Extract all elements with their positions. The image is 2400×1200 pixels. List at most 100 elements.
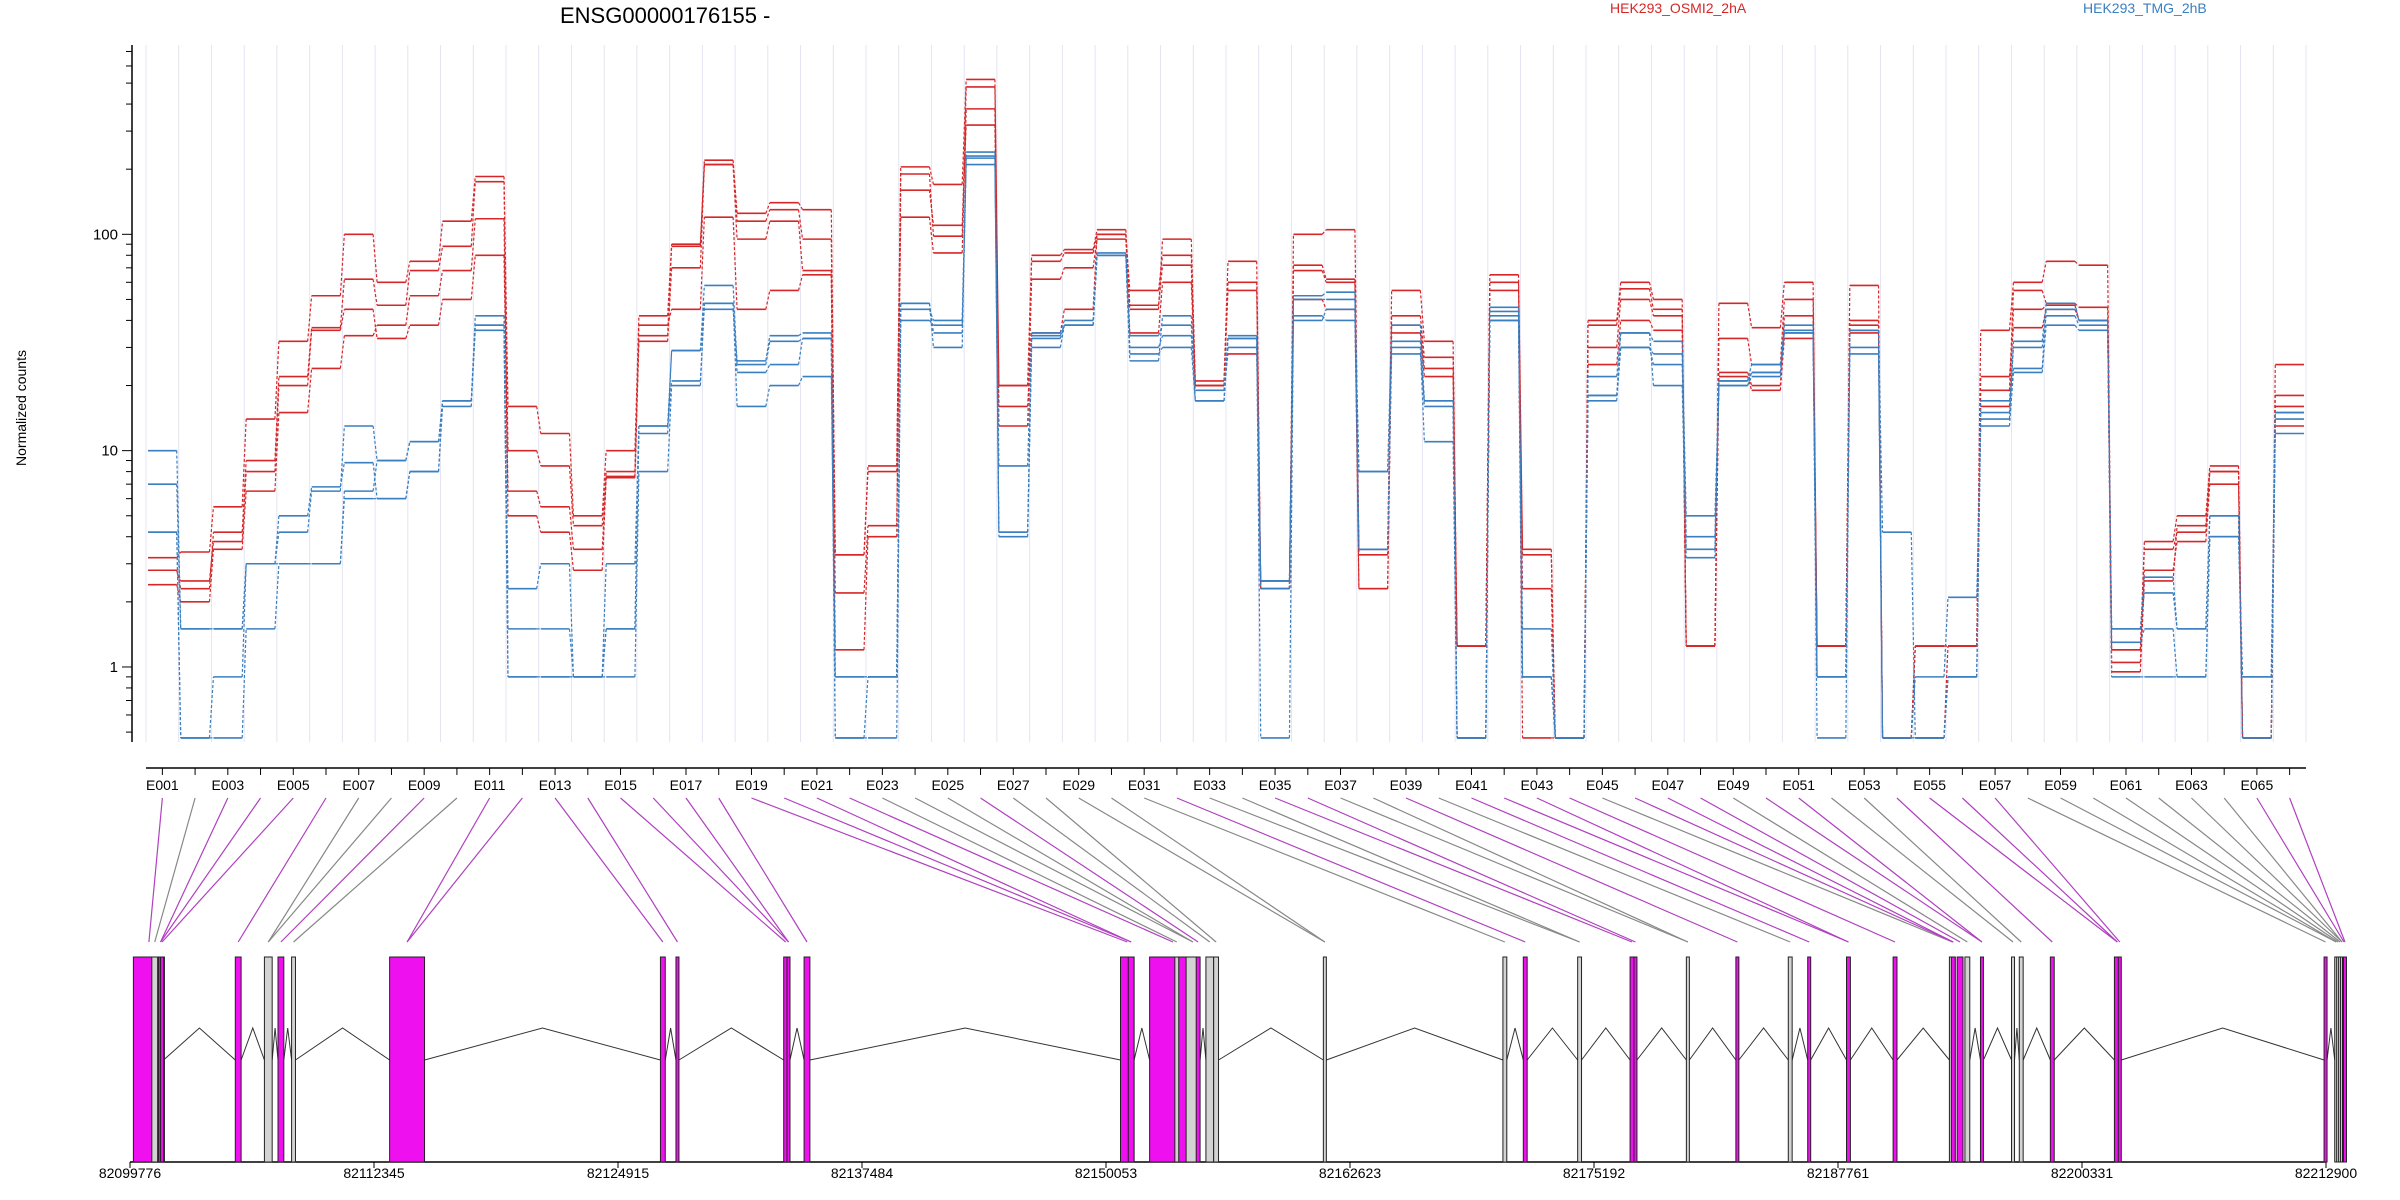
exon-tick-label: E005 <box>277 777 310 793</box>
exon-tick-label: E041 <box>1455 777 1488 793</box>
series-connector <box>339 234 345 296</box>
exon-box <box>1964 956 1971 1163</box>
series-connector <box>1845 347 1851 738</box>
exon-connector-line <box>718 797 808 943</box>
exon-connector-line <box>280 797 425 943</box>
series-connector <box>1910 532 1916 738</box>
genomic-tick-label: 82112345 <box>343 1165 404 1181</box>
series-connector <box>372 460 378 492</box>
exon-connector-line <box>1012 797 1211 943</box>
exon-connector-line <box>751 797 1128 943</box>
series-connector <box>241 563 247 629</box>
series-connector <box>1157 282 1164 333</box>
series-connector <box>1387 325 1393 472</box>
series-connector <box>765 341 771 365</box>
exon-box <box>2011 956 2016 1163</box>
exon-connector-line <box>1373 797 1689 943</box>
series-connector <box>2041 325 2047 373</box>
exon-box <box>151 956 159 1163</box>
series-connector <box>928 166 935 185</box>
intron-line <box>1218 1027 1324 1061</box>
exon-tick-label: E017 <box>670 777 703 793</box>
exon-tick-label: E043 <box>1521 777 1554 793</box>
series-connector <box>470 330 476 401</box>
series-connector <box>1157 315 1164 361</box>
exon-box <box>1322 956 1327 1163</box>
exon-tick-label: E025 <box>931 777 964 793</box>
series-connector <box>2008 372 2015 427</box>
series-connector <box>1550 676 1556 738</box>
exon-box <box>2117 956 2122 1163</box>
intron-line <box>1326 1027 1504 1061</box>
series-connector <box>307 491 313 533</box>
series-connector <box>536 406 542 434</box>
exon-box <box>263 956 273 1163</box>
exon-connector-line <box>1863 797 2022 943</box>
exon-connector-line <box>2289 797 2346 943</box>
series-connector <box>2172 577 2178 629</box>
series-connector <box>797 221 804 271</box>
series-connector <box>667 350 673 427</box>
exon-box <box>234 956 242 1163</box>
series-connector <box>2074 324 2080 331</box>
exon-tick-label: E065 <box>2241 777 2274 793</box>
genomic-tick-label: 82175192 <box>1563 1165 1626 1181</box>
series-connector <box>405 471 411 499</box>
exon-connector-line <box>1667 797 1954 943</box>
series-connector <box>765 364 771 373</box>
series-connector <box>634 315 640 451</box>
intron-line <box>2121 1027 2325 1061</box>
series-connector <box>1059 320 1065 334</box>
legend-label-tmg: HEK293_TMG_2hB <box>2083 0 2207 16</box>
exon-box <box>1956 956 1964 1163</box>
series-connector <box>1157 239 1164 310</box>
series-connector <box>437 400 444 472</box>
series-connector <box>307 327 313 377</box>
series-connector <box>1616 299 1622 348</box>
counts-plot: 1 10 100 E001 E003 E005 E007 E009 E011 E013 E015 E0… <box>93 45 2307 793</box>
exon-tick-label: E039 <box>1390 777 1423 793</box>
exon-connector-line <box>2060 797 2337 943</box>
series-connector <box>372 279 378 306</box>
exon-box <box>1892 956 1898 1163</box>
exon-connector-line <box>161 797 294 943</box>
series-connector <box>1485 315 1491 738</box>
exon-connector-line <box>267 797 392 943</box>
series-connector <box>1845 330 1851 677</box>
intron-line <box>1810 1026 1847 1061</box>
series-connector <box>765 335 771 361</box>
series-connector <box>437 246 444 271</box>
series-connector <box>1943 597 1949 677</box>
series-connector <box>274 341 280 420</box>
exon-connector-line <box>1143 797 1506 943</box>
legend-label-osmi2: HEK293_OSMI2_2hA <box>1610 0 1747 16</box>
series-connector <box>536 490 542 507</box>
series-connector <box>339 335 345 369</box>
series-connector <box>1452 400 1458 738</box>
series-connector <box>1288 295 1295 581</box>
intron-line <box>2326 1027 2336 1061</box>
series-connector <box>1354 292 1360 550</box>
series-connector <box>437 270 444 296</box>
exon-tick-label: E049 <box>1717 777 1750 793</box>
series-connector <box>437 221 444 262</box>
series-connector <box>437 400 444 442</box>
genomic-tick-label: 82200331 <box>2051 1165 2114 1181</box>
series-connector <box>339 309 345 331</box>
exon-tick-label: E027 <box>997 777 1030 793</box>
series-connector <box>176 532 182 738</box>
series-connector <box>2172 525 2178 581</box>
exon-tick-label: E037 <box>1324 777 1357 793</box>
exon-tick-label: E035 <box>1259 777 1292 793</box>
series-connector <box>699 160 705 245</box>
series-connector <box>1027 279 1033 427</box>
series-connector <box>1321 299 1327 310</box>
series-connector <box>1779 338 1785 391</box>
series-connector <box>1779 325 1785 373</box>
series-connector <box>1157 335 1164 348</box>
series-connector <box>732 217 738 310</box>
exon-box <box>1807 956 1812 1163</box>
series-connector <box>667 267 673 342</box>
series-connector <box>1256 338 1262 738</box>
series-connector <box>274 412 280 492</box>
